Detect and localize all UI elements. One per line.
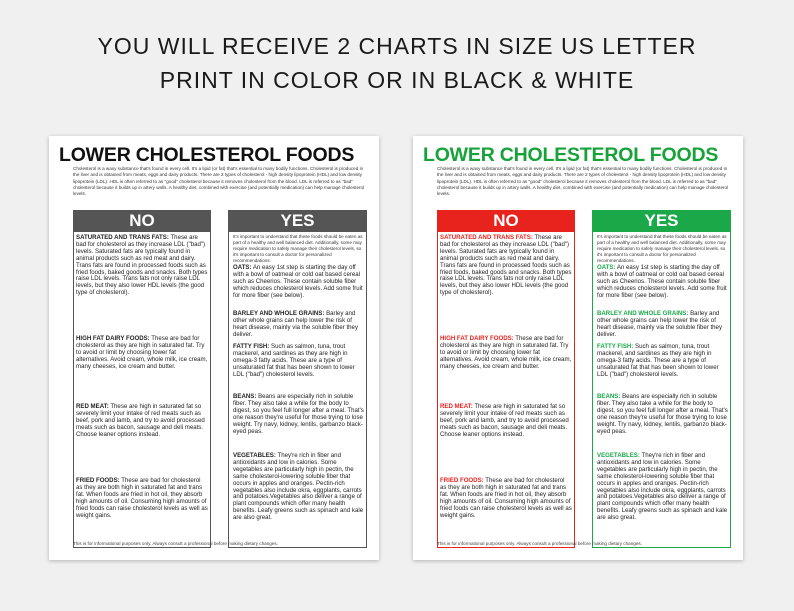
yes-item-fatty-fish: FATTY FISH: Such as salmon, tuna, trout … (233, 343, 355, 378)
no-column-body: SATURATED AND TRANS FATS: These are bad … (73, 232, 211, 548)
yes-intro: It's important to understand that these … (597, 234, 727, 263)
no-header: NO (73, 210, 211, 232)
chart-sheet-color: LOWER CHOLESTEROL FOODS Cholesterol is a… (413, 136, 743, 560)
chart-footer: This is for informational purposes only.… (73, 541, 278, 546)
yes-item-beans: BEANS: Beans are especially rich in solu… (597, 393, 728, 435)
no-item-saturated-fats: SATURATED AND TRANS FATS: These are bad … (76, 234, 208, 297)
yes-item-vegetables: VEGETABLES: They're rich in fiber and an… (233, 452, 364, 522)
yes-item-whole-grains: BARLEY AND WHOLE GRAINS: Barley and othe… (233, 310, 358, 338)
yes-header: YES (592, 210, 731, 232)
yes-item-oats: OATS: An easy 1st step is starting the d… (233, 264, 363, 299)
headline-line-1: YOU WILL RECEIVE 2 CHARTS IN SIZE US LET… (97, 33, 697, 59)
yes-column-body: It's important to understand that these … (228, 232, 367, 548)
yes-column-body: It's important to understand that these … (592, 232, 731, 548)
yes-item-whole-grains: BARLEY AND WHOLE GRAINS: Barley and othe… (597, 310, 722, 338)
no-item-fried-foods: FRIED FOODS: These are bad for cholester… (440, 477, 572, 519)
yes-header: YES (228, 210, 367, 232)
headline-line-2: PRINT IN COLOR OR IN BLACK & WHITE (159, 67, 635, 93)
yes-item-oats: OATS: An easy 1st step is starting the d… (597, 264, 727, 299)
no-item-fried-foods: FRIED FOODS: These are bad for cholester… (76, 477, 208, 519)
chart-title: LOWER CHOLESTEROL FOODS (423, 144, 719, 166)
chart-intro: Cholesterol is a waxy substance that's f… (437, 166, 729, 197)
chart-footer: This is for informational purposes only.… (437, 541, 642, 546)
no-item-red-meat: RED MEAT: These are high in saturated fa… (440, 403, 569, 438)
no-item-dairy: HIGH FAT DAIRY FOODS: These are bad for … (76, 335, 208, 370)
yes-item-beans: BEANS: Beans are especially rich in solu… (233, 393, 364, 435)
no-column: NO SATURATED AND TRANS FATS: These are b… (73, 210, 211, 548)
chart-title: LOWER CHOLESTEROL FOODS (59, 144, 355, 166)
no-item-dairy: HIGH FAT DAIRY FOODS: These are bad for … (440, 335, 572, 370)
no-item-red-meat: RED MEAT: These are high in saturated fa… (76, 403, 205, 438)
no-item-saturated-fats: SATURATED AND TRANS FATS: These are bad … (440, 234, 572, 297)
no-column: NO SATURATED AND TRANS FATS: These are b… (437, 210, 575, 548)
no-column-body: SATURATED AND TRANS FATS: These are bad … (437, 232, 575, 548)
chart-intro: Cholesterol is a waxy substance that's f… (73, 166, 365, 197)
yes-item-fatty-fish: FATTY FISH: Such as salmon, tuna, trout … (597, 343, 719, 378)
no-header: NO (437, 210, 575, 232)
chart-sheet-bw: LOWER CHOLESTEROL FOODS Cholesterol is a… (49, 136, 379, 560)
yes-column: YES It's important to understand that th… (228, 210, 367, 548)
yes-column: YES It's important to understand that th… (592, 210, 731, 548)
yes-item-vegetables: VEGETABLES: They're rich in fiber and an… (597, 452, 728, 522)
yes-intro: It's important to understand that these … (233, 234, 363, 263)
